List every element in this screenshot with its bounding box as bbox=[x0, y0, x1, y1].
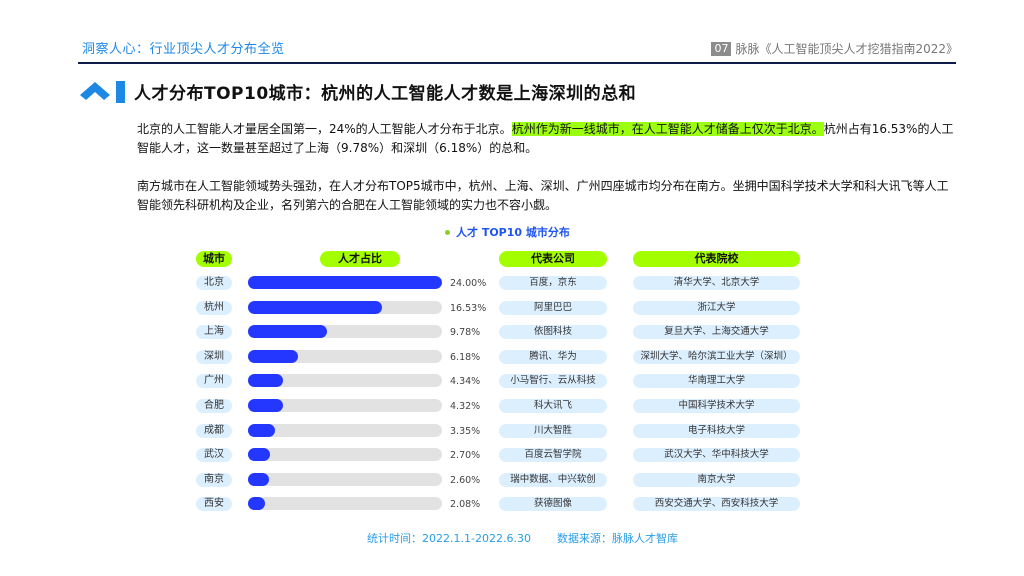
bar-fill bbox=[248, 497, 265, 511]
bar-track bbox=[248, 276, 442, 289]
table-row: 杭州 16.53% 阿里巴巴 浙江大学 bbox=[0, 299, 1024, 317]
percent-label: 6.18% bbox=[450, 351, 481, 363]
city-pill: 杭州 bbox=[196, 300, 232, 315]
chevron-up-icon bbox=[80, 82, 110, 100]
university-pill: 中国科学技术大学 bbox=[633, 399, 800, 413]
company-pill: 阿里巴巴 bbox=[499, 300, 607, 315]
paragraph-1: 北京的人工智能人才量居全国第一，24%的人工智能人才分布于北京。杭州作为新一线城… bbox=[137, 120, 957, 158]
logo-icon bbox=[80, 78, 128, 104]
university-pill: 深圳大学、哈尔滨工业大学（深圳） bbox=[633, 349, 800, 364]
bar-fill bbox=[248, 472, 270, 486]
chart-title: 人才 TOP10 城市分布 bbox=[445, 224, 570, 240]
footer-source: 数据来源：脉脉人才智库 bbox=[557, 532, 678, 545]
percent-label: 24.00% bbox=[450, 278, 487, 289]
header-divider bbox=[78, 62, 956, 64]
bar-fill bbox=[248, 325, 328, 339]
section-title: 洞察人心：行业顶尖人才分布全览 bbox=[82, 42, 285, 57]
paragraph-1-text-a: 北京的人工智能人才量居全国第一，24%的人工智能人才分布于北京。 bbox=[137, 122, 512, 136]
company-pill: 获德图像 bbox=[499, 497, 607, 512]
company-pill: 川大智胜 bbox=[499, 423, 607, 438]
percent-label: 2.70% bbox=[450, 450, 481, 462]
percent-label: 2.60% bbox=[450, 474, 481, 486]
city-pill: 深圳 bbox=[196, 349, 232, 364]
chart-title-text: 人才 TOP10 城市分布 bbox=[456, 226, 570, 239]
table-row: 武汉 2.70% 百度云智学院 武汉大学、华中科技大学 bbox=[0, 446, 1024, 464]
company-pill: 腾讯、华为 bbox=[499, 349, 607, 364]
bar-track bbox=[248, 448, 442, 462]
bar-fill bbox=[248, 349, 298, 363]
report-title: 脉脉《人工智能顶尖人才挖猎指南2022》 bbox=[735, 42, 958, 56]
city-pill: 成都 bbox=[196, 423, 232, 438]
city-pill: 南京 bbox=[196, 472, 232, 487]
percent-label: 4.32% bbox=[450, 401, 481, 412]
header-company: 代表公司 bbox=[499, 251, 607, 267]
university-pill: 南京大学 bbox=[633, 472, 800, 487]
company-pill: 百度云智学院 bbox=[499, 448, 607, 463]
bar-fill bbox=[248, 374, 284, 388]
bar-track bbox=[248, 349, 442, 363]
percent-label: 2.08% bbox=[450, 499, 481, 511]
university-pill: 华南理工大学 bbox=[633, 374, 800, 389]
table-row: 上海 9.78% 依图科技 复旦大学、上海交通大学 bbox=[0, 323, 1024, 341]
bar-track bbox=[248, 423, 442, 437]
table-row: 南京 2.60% 瑞中数据、中兴软创 南京大学 bbox=[0, 471, 1024, 489]
page-title: 人才分布TOP10城市：杭州的人工智能人才数是上海深圳的总和 bbox=[134, 83, 637, 104]
city-pill: 北京 bbox=[196, 276, 232, 290]
bar-track bbox=[248, 325, 442, 339]
bar-fill bbox=[248, 399, 283, 412]
header-city: 城市 bbox=[196, 251, 232, 267]
percent-label: 16.53% bbox=[450, 302, 487, 314]
bar-track bbox=[248, 300, 442, 314]
paragraph-1-text-b: 杭州占有16.53%的人工智能人才，这一数量甚至超过了上海（9.78%）和深圳（… bbox=[137, 122, 954, 155]
city-pill: 武汉 bbox=[196, 448, 232, 463]
paragraph-2: 南方城市在人工智能领域势头强劲，在人才分布TOP5城市中，杭州、上海、深圳、广州… bbox=[137, 179, 949, 212]
bar-fill bbox=[248, 276, 442, 289]
city-pill: 广州 bbox=[196, 374, 232, 389]
table-row: 成都 3.35% 川大智胜 电子科技大学 bbox=[0, 422, 1024, 440]
report-header: 07 脉脉《人工智能顶尖人才挖猎指南2022》 bbox=[711, 40, 958, 57]
bar-track bbox=[248, 399, 442, 412]
city-pill: 合肥 bbox=[196, 399, 232, 413]
percent-label: 4.34% bbox=[450, 376, 481, 388]
table-row: 深圳 6.18% 腾讯、华为 深圳大学、哈尔滨工业大学（深圳） bbox=[0, 348, 1024, 366]
university-pill: 电子科技大学 bbox=[633, 423, 800, 438]
university-pill: 清华大学、北京大学 bbox=[633, 276, 800, 290]
logo-bar-icon bbox=[116, 81, 125, 103]
bar-fill bbox=[248, 448, 270, 462]
table-row: 广州 4.34% 小马智行、云从科技 华南理工大学 bbox=[0, 372, 1024, 390]
table-row: 西安 2.08% 获德图像 西安交通大学、西安科技大学 bbox=[0, 495, 1024, 513]
bar-track bbox=[248, 374, 442, 388]
company-pill: 小马智行、云从科技 bbox=[499, 374, 607, 389]
header-ratio: 人才占比 bbox=[320, 251, 400, 267]
university-pill: 浙江大学 bbox=[633, 300, 800, 315]
university-pill: 武汉大学、华中科技大学 bbox=[633, 448, 800, 463]
table-row: 北京 24.00% 百度，京东 清华大学、北京大学 bbox=[0, 274, 1024, 292]
company-pill: 瑞中数据、中兴软创 bbox=[499, 472, 607, 487]
bar-track bbox=[248, 497, 442, 511]
university-pill: 复旦大学、上海交通大学 bbox=[633, 325, 800, 340]
company-pill: 科大讯飞 bbox=[499, 399, 607, 413]
bar-track bbox=[248, 472, 442, 486]
city-pill: 西安 bbox=[196, 497, 232, 512]
percent-label: 9.78% bbox=[450, 327, 481, 339]
paragraph-1-highlight: 杭州作为新一线城市，在人工智能人才储备上仅次于北京。 bbox=[511, 122, 824, 136]
bar-fill bbox=[248, 423, 276, 437]
page-number: 07 bbox=[711, 41, 732, 56]
university-pill: 西安交通大学、西安科技大学 bbox=[633, 497, 800, 512]
bar-fill bbox=[248, 300, 382, 314]
city-pill: 上海 bbox=[196, 325, 232, 340]
table-row: 合肥 4.32% 科大讯飞 中国科学技术大学 bbox=[0, 397, 1024, 415]
bullet-dot-icon bbox=[445, 229, 450, 235]
percent-label: 3.35% bbox=[450, 425, 481, 437]
header-university: 代表院校 bbox=[633, 251, 800, 267]
footer-period: 统计时间：2022.1.1-2022.6.30 bbox=[367, 532, 531, 545]
company-pill: 百度，京东 bbox=[499, 276, 607, 290]
slide-title-row: 人才分布TOP10城市：杭州的人工智能人才数是上海深圳的总和 bbox=[80, 78, 636, 104]
company-pill: 依图科技 bbox=[499, 325, 607, 340]
